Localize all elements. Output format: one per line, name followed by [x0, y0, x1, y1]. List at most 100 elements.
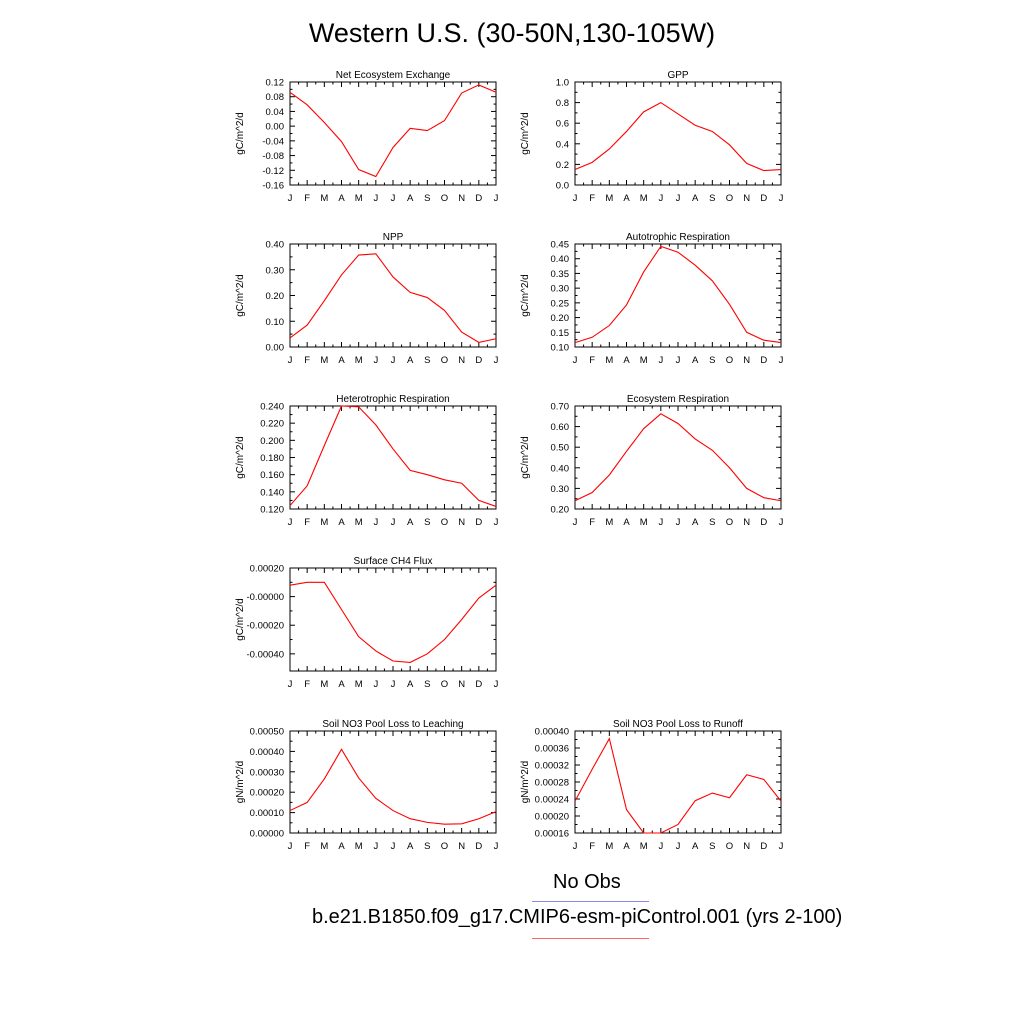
- panel-title: Heterotrophic Respiration: [336, 394, 449, 405]
- x-tick-label: J: [494, 355, 499, 366]
- x-tick-label: D: [760, 355, 767, 366]
- x-tick-label: M: [605, 355, 613, 366]
- x-tick-label: M: [640, 193, 648, 204]
- series-line: [574, 413, 782, 502]
- panel-title: Soil NO3 Pool Loss to Runoff: [613, 719, 743, 730]
- plot-frame: [574, 405, 782, 510]
- y-tick-label: 0.50: [551, 443, 570, 454]
- y-tick-label: 0.45: [551, 240, 570, 251]
- y-axis-label: gC/m^2/d: [520, 274, 531, 317]
- y-tick-label: 0.30: [266, 265, 285, 276]
- y-tick-label: 0.40: [266, 240, 285, 251]
- y-tick-label: 0.00030: [250, 767, 284, 778]
- series-line: [289, 581, 497, 663]
- y-tick-label: 0.30: [551, 484, 570, 495]
- panel-title: GPP: [667, 70, 688, 81]
- y-tick-label: 0.00016: [535, 829, 569, 840]
- y-tick-label: -0.16: [262, 181, 284, 192]
- x-tick-label: N: [458, 193, 465, 204]
- x-tick-label: M: [605, 517, 613, 528]
- x-tick-label: F: [589, 517, 595, 528]
- x-tick-label: J: [573, 355, 578, 366]
- y-tick-label: 0.35: [551, 269, 570, 280]
- x-tick-label: J: [573, 193, 578, 204]
- y-tick-label: 0.40: [551, 463, 570, 474]
- y-tick-label: -0.00000: [246, 592, 284, 603]
- y-tick-label: 0.00020: [250, 788, 284, 799]
- x-tick-label: O: [441, 841, 448, 852]
- x-tick-label: A: [407, 355, 414, 366]
- x-tick-label: A: [338, 355, 345, 366]
- x-tick-label: M: [640, 841, 648, 852]
- x-tick-label: O: [726, 355, 733, 366]
- y-tick-label: 0.8: [556, 98, 569, 109]
- x-tick-label: M: [605, 841, 613, 852]
- legend-line-obs: [532, 901, 649, 902]
- x-tick-label: A: [692, 841, 699, 852]
- x-tick-label: A: [692, 193, 699, 204]
- x-tick-label: N: [743, 841, 750, 852]
- legend-label-model: b.e21.B1850.f09_g17.CMIP6-esm-piControl.…: [312, 906, 843, 928]
- y-tick-label: 0.08: [266, 92, 285, 103]
- panel-title: Ecosystem Respiration: [627, 394, 729, 405]
- x-tick-label: A: [623, 355, 630, 366]
- x-tick-label: S: [424, 517, 430, 528]
- x-tick-label: J: [779, 841, 784, 852]
- x-tick-label: O: [726, 193, 733, 204]
- x-tick-label: M: [355, 193, 363, 204]
- y-tick-label: 0.70: [551, 402, 570, 413]
- x-tick-label: D: [475, 679, 482, 690]
- x-tick-label: J: [676, 193, 681, 204]
- x-tick-label: J: [288, 355, 293, 366]
- x-tick-label: J: [676, 517, 681, 528]
- x-tick-label: N: [743, 193, 750, 204]
- y-axis-label: gC/m^2/d: [520, 112, 531, 155]
- y-tick-label: 0.00010: [250, 808, 284, 819]
- x-tick-label: M: [320, 679, 328, 690]
- y-axis-label: gC/m^2/d: [520, 436, 531, 479]
- plot-frame: [289, 730, 497, 834]
- panel-title: NPP: [383, 232, 404, 243]
- y-tick-label: -0.12: [262, 166, 284, 177]
- x-tick-label: J: [494, 193, 499, 204]
- x-tick-label: J: [288, 517, 293, 528]
- x-tick-label: N: [458, 517, 465, 528]
- x-tick-label: N: [743, 355, 750, 366]
- x-tick-label: J: [288, 679, 293, 690]
- x-tick-label: S: [424, 679, 430, 690]
- y-tick-label: 0.12: [266, 78, 285, 89]
- y-tick-label: 0.220: [260, 419, 284, 430]
- legend-label-obs: No Obs: [553, 871, 621, 893]
- x-tick-label: D: [475, 193, 482, 204]
- x-tick-label: F: [589, 193, 595, 204]
- x-tick-label: J: [494, 517, 499, 528]
- y-tick-label: 0.6: [556, 119, 569, 130]
- x-tick-label: J: [658, 517, 663, 528]
- y-tick-label: 0.20: [266, 291, 285, 302]
- x-tick-label: A: [338, 841, 345, 852]
- x-tick-label: J: [676, 355, 681, 366]
- x-tick-label: A: [338, 679, 345, 690]
- y-tick-label: 0.120: [260, 505, 284, 516]
- series-line: [289, 253, 497, 343]
- y-axis-label: gC/m^2/d: [235, 436, 246, 479]
- x-tick-label: J: [779, 193, 784, 204]
- x-tick-label: D: [760, 841, 767, 852]
- panel-title: Soil NO3 Pool Loss to Leaching: [322, 719, 463, 730]
- x-tick-label: A: [623, 193, 630, 204]
- series-line: [574, 245, 782, 344]
- x-tick-label: F: [589, 355, 595, 366]
- main-title: Western U.S. (30-50N,130-105W): [308, 18, 716, 48]
- y-tick-label: 0.10: [266, 317, 285, 328]
- x-tick-label: J: [373, 355, 378, 366]
- series-line: [574, 101, 782, 172]
- x-tick-label: D: [475, 517, 482, 528]
- x-tick-label: A: [623, 841, 630, 852]
- y-tick-label: 0.4: [556, 139, 569, 150]
- x-tick-label: J: [779, 355, 784, 366]
- x-tick-label: J: [494, 679, 499, 690]
- x-tick-label: A: [692, 517, 699, 528]
